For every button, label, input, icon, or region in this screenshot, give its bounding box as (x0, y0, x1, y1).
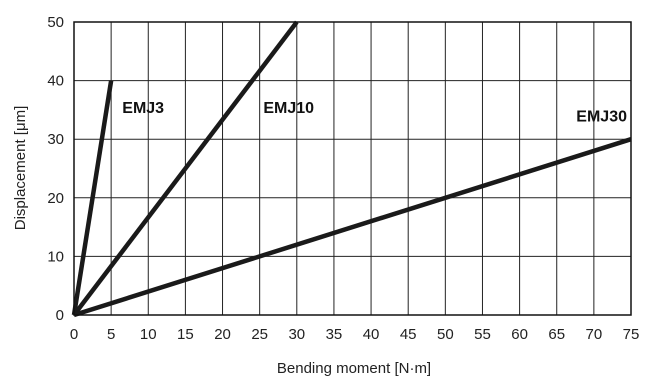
x-tick-label: 0 (70, 326, 78, 343)
x-tick-label: 55 (474, 326, 491, 343)
x-tick-label: 15 (177, 326, 194, 343)
grid (73, 21, 632, 316)
series-label-emj30: EMJ30 (576, 109, 627, 126)
series-label-emj3: EMJ3 (122, 100, 164, 117)
x-tick-label: 25 (251, 326, 268, 343)
x-tick-label: 10 (140, 326, 157, 343)
series-line-emj3 (71, 80, 114, 316)
series-line-emj10 (72, 20, 299, 317)
series-labels: EMJ3 EMJ10 EMJ30 (122, 100, 627, 126)
y-tick-label: 50 (47, 14, 64, 31)
x-tick-label: 70 (586, 326, 603, 343)
x-tick-label: 35 (326, 326, 343, 343)
y-tick-label: 10 (47, 248, 64, 265)
x-tick-label: 60 (511, 326, 528, 343)
y-tick-label: 40 (47, 73, 64, 90)
x-axis-title: Bending moment [N·m] (277, 360, 431, 377)
x-tick-label: 50 (437, 326, 454, 343)
x-tick-label: 75 (623, 326, 640, 343)
x-tick-label: 40 (363, 326, 380, 343)
series-lines (71, 20, 632, 318)
x-tick-label: 65 (548, 326, 565, 343)
series-label-emj10: EMJ10 (263, 100, 314, 117)
y-axis-title: Displacement [μm] (12, 106, 29, 231)
x-tick-label: 5 (107, 326, 115, 343)
y-tick-labels: 0 10 20 30 40 50 (47, 14, 64, 324)
x-tick-label: 30 (288, 326, 305, 343)
y-tick-label: 30 (47, 131, 64, 148)
x-tick-label: 20 (214, 326, 231, 343)
plot-frame (73, 21, 632, 316)
x-tick-label: 45 (400, 326, 417, 343)
y-tick-label: 0 (56, 307, 64, 324)
y-tick-label: 20 (47, 190, 64, 207)
plot-border (73, 21, 632, 316)
series-line-emj30 (73, 137, 632, 318)
x-tick-labels: 0 5 10 15 20 25 30 35 40 45 50 55 60 65 70 75 (70, 326, 640, 343)
